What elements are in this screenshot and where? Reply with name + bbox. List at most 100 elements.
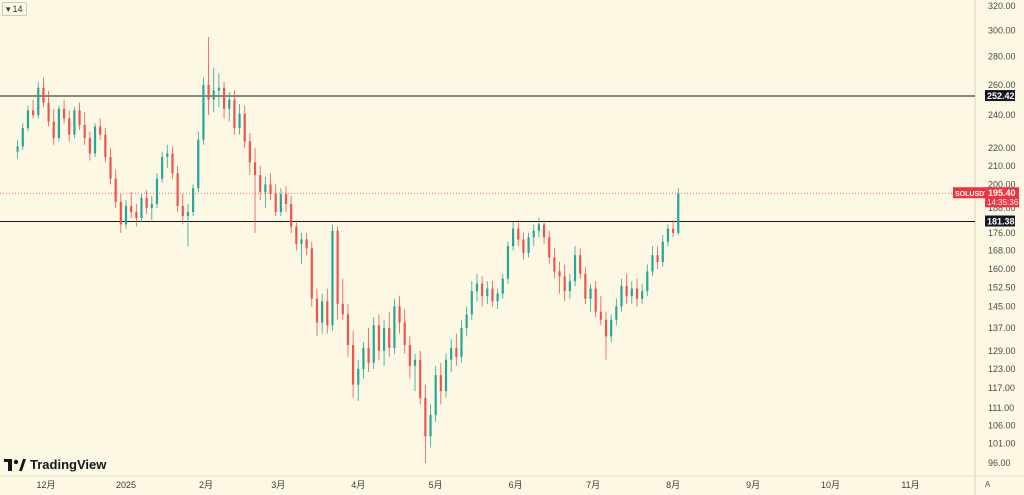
candle[interactable]: [439, 362, 442, 405]
candle[interactable]: [279, 188, 282, 217]
candle[interactable]: [248, 133, 251, 176]
candle[interactable]: [501, 273, 504, 299]
candle[interactable]: [305, 232, 308, 256]
candle[interactable]: [202, 77, 205, 145]
candle[interactable]: [573, 246, 577, 287]
candle[interactable]: [109, 148, 112, 185]
tradingview-logo[interactable]: TradingView: [4, 457, 106, 472]
candle[interactable]: [635, 278, 639, 307]
candle[interactable]: [651, 246, 654, 277]
candle[interactable]: [351, 330, 355, 398]
candle[interactable]: [615, 298, 618, 326]
candle[interactable]: [99, 118, 102, 140]
candle[interactable]: [104, 128, 107, 163]
candle[interactable]: [145, 190, 148, 214]
candle[interactable]: [290, 195, 293, 233]
candle[interactable]: [563, 264, 566, 302]
candle[interactable]: [124, 199, 128, 229]
candle[interactable]: [542, 220, 546, 244]
auto-scale-button[interactable]: A: [985, 480, 991, 489]
candle[interactable]: [88, 131, 91, 161]
candle[interactable]: [599, 296, 602, 326]
candle[interactable]: [259, 165, 262, 200]
candle[interactable]: [331, 224, 334, 331]
candle[interactable]: [161, 151, 164, 183]
candle[interactable]: [243, 105, 246, 149]
candle[interactable]: [341, 278, 344, 320]
candle[interactable]: [78, 102, 81, 130]
candle[interactable]: [584, 266, 587, 304]
candle[interactable]: [222, 81, 226, 119]
candle[interactable]: [620, 278, 623, 312]
candle[interactable]: [166, 144, 169, 168]
candle[interactable]: [155, 173, 159, 208]
candle[interactable]: [73, 107, 76, 139]
candle[interactable]: [264, 176, 267, 208]
candle[interactable]: [16, 139, 19, 159]
candle[interactable]: [119, 194, 122, 233]
candle[interactable]: [470, 281, 473, 320]
candle[interactable]: [465, 306, 468, 337]
candle[interactable]: [377, 314, 381, 360]
candle[interactable]: [31, 99, 35, 119]
candle[interactable]: [393, 298, 396, 354]
candle[interactable]: [367, 328, 370, 373]
candle[interactable]: [191, 184, 195, 217]
candle[interactable]: [274, 184, 277, 217]
candle[interactable]: [579, 248, 582, 279]
candle[interactable]: [150, 195, 153, 221]
candle[interactable]: [625, 273, 628, 304]
candle[interactable]: [382, 319, 386, 366]
candle[interactable]: [362, 342, 365, 379]
candle[interactable]: [413, 353, 417, 392]
candle[interactable]: [181, 194, 184, 225]
candle[interactable]: [517, 220, 520, 247]
candle[interactable]: [589, 283, 592, 312]
candle[interactable]: [130, 192, 133, 219]
candle[interactable]: [522, 232, 525, 260]
candle[interactable]: [207, 36, 210, 116]
candle[interactable]: [475, 273, 479, 302]
candle[interactable]: [114, 169, 117, 208]
candle[interactable]: [336, 226, 339, 320]
candle[interactable]: [83, 112, 86, 145]
candle[interactable]: [486, 281, 489, 304]
candle[interactable]: [444, 353, 448, 398]
candle[interactable]: [666, 224, 670, 247]
candle[interactable]: [388, 311, 391, 357]
candle[interactable]: [228, 92, 231, 122]
candle[interactable]: [610, 314, 613, 343]
candle[interactable]: [398, 296, 401, 334]
candle[interactable]: [455, 333, 458, 366]
candle[interactable]: [62, 99, 66, 124]
candle[interactable]: [315, 288, 319, 337]
candle[interactable]: [357, 359, 360, 402]
candle[interactable]: [604, 311, 608, 360]
candle[interactable]: [419, 350, 422, 405]
candle[interactable]: [661, 235, 664, 267]
candle[interactable]: [491, 281, 494, 307]
candle[interactable]: [496, 288, 499, 310]
candle[interactable]: [548, 230, 551, 265]
candle[interactable]: [171, 146, 174, 179]
candle[interactable]: [295, 220, 298, 251]
candle[interactable]: [511, 222, 515, 251]
candle[interactable]: [527, 232, 530, 258]
candle[interactable]: [42, 77, 45, 108]
candle[interactable]: [47, 90, 50, 127]
candle[interactable]: [408, 336, 411, 379]
candle[interactable]: [140, 194, 143, 223]
candle[interactable]: [671, 220, 675, 238]
candle[interactable]: [481, 276, 484, 307]
interval-selector[interactable]: ▾ 14: [2, 2, 27, 16]
candle[interactable]: [26, 105, 30, 132]
candle[interactable]: [233, 90, 236, 135]
candle[interactable]: [197, 131, 200, 193]
candle[interactable]: [506, 241, 510, 284]
candle[interactable]: [238, 104, 241, 135]
candle[interactable]: [434, 365, 437, 422]
candle[interactable]: [537, 218, 541, 238]
candle[interactable]: [310, 241, 313, 307]
